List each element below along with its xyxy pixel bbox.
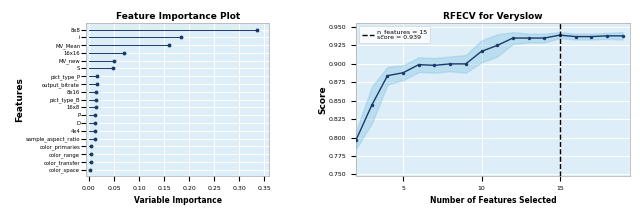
Title: Feature Importance Plot: Feature Importance Plot <box>116 12 240 21</box>
Title: RFECV for Veryslow: RFECV for Veryslow <box>444 12 543 21</box>
Y-axis label: Score: Score <box>318 85 327 114</box>
Legend: n_features = 15
score = 0.939: n_features = 15 score = 0.939 <box>359 26 430 43</box>
X-axis label: Variable Importance: Variable Importance <box>134 196 222 205</box>
X-axis label: Number of Features Selected: Number of Features Selected <box>430 196 557 205</box>
Y-axis label: Features: Features <box>15 77 24 122</box>
